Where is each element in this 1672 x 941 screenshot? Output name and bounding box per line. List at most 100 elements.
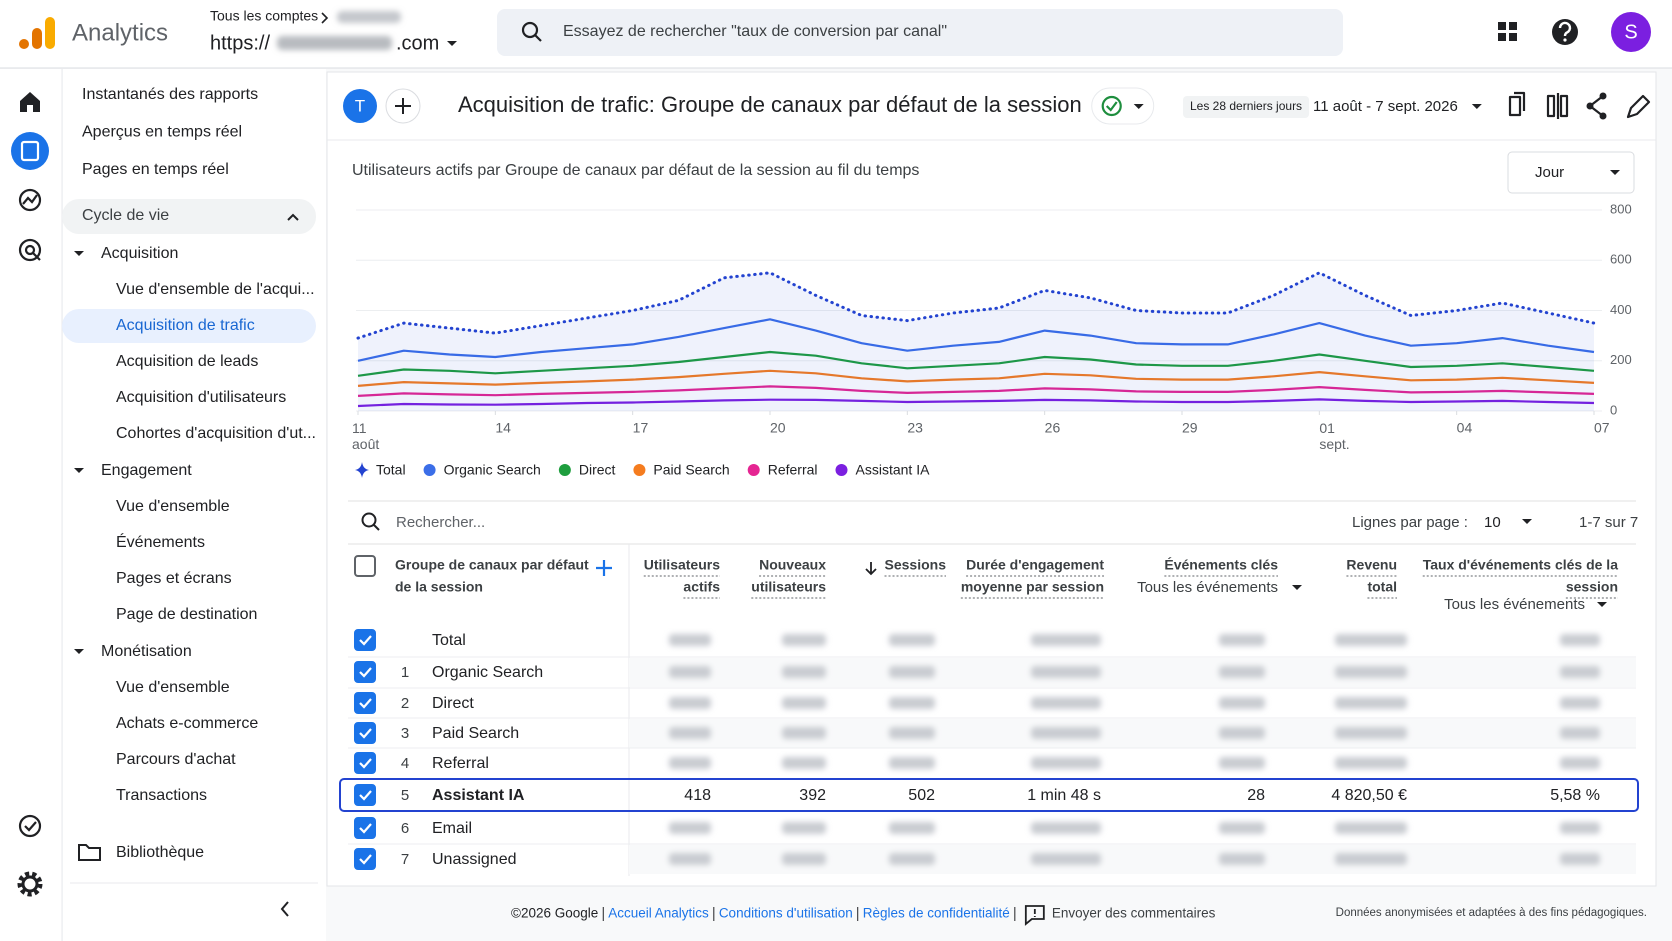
- rows-per-page-value[interactable]: 10: [1484, 514, 1501, 531]
- checkbox[interactable]: [354, 661, 376, 683]
- column-header[interactable]: Groupe de canaux par défaut: [395, 557, 589, 573]
- row-name[interactable]: Referral: [432, 755, 489, 772]
- column-header[interactable]: total: [1367, 579, 1397, 595]
- nav-caret[interactable]: [74, 251, 84, 256]
- column-header[interactable]: Revenu: [1346, 557, 1397, 573]
- column-header[interactable]: Utilisateurs: [644, 557, 720, 573]
- row-name[interactable]: Organic Search: [432, 664, 543, 681]
- nav-item[interactable]: Transactions: [116, 787, 207, 804]
- row-name[interactable]: Direct: [432, 695, 474, 712]
- nav-item[interactable]: Instantanés des rapports: [82, 86, 258, 103]
- legend-label[interactable]: Organic Search: [444, 462, 541, 478]
- date-range[interactable]: 11 août - 7 sept. 2026: [1313, 98, 1458, 115]
- legend-label[interactable]: Paid Search: [653, 462, 729, 478]
- nav-item[interactable]: Aperçus en temps réel: [82, 124, 242, 141]
- compare-badge[interactable]: [343, 89, 377, 123]
- nav-library[interactable]: Bibliothèque: [116, 844, 204, 861]
- nav-item[interactable]: Vue d'ensemble: [116, 498, 230, 515]
- help-icon[interactable]: [1552, 19, 1578, 45]
- nav-item[interactable]: Acquisition de leads: [116, 353, 258, 370]
- column-filter[interactable]: Tous les événements: [1137, 579, 1278, 596]
- nav-item[interactable]: Pages et écrans: [116, 570, 232, 587]
- nav-item[interactable]: Parcours d'achat: [116, 751, 236, 768]
- legend-label[interactable]: Total: [376, 462, 406, 478]
- nav-item[interactable]: Pages en temps réel: [82, 161, 229, 178]
- nav-group-chevron[interactable]: [287, 213, 299, 221]
- nav-item[interactable]: Vue d'ensemble: [116, 679, 230, 696]
- property-dropdown[interactable]: [447, 41, 457, 46]
- nav-caret[interactable]: [74, 649, 84, 654]
- checkbox[interactable]: [354, 692, 376, 714]
- footer-feedback[interactable]: Envoyer des commentaires: [1052, 906, 1216, 921]
- nav-item[interactable]: Cohortes d'acquisition d'ut...: [116, 425, 316, 442]
- checkbox[interactable]: [354, 784, 376, 806]
- explore-icon[interactable]: [18, 188, 42, 212]
- export-icon[interactable]: [1508, 91, 1526, 117]
- admin-check-icon[interactable]: [18, 814, 42, 838]
- column-header[interactable]: Événements clés: [1164, 557, 1278, 573]
- checkbox[interactable]: [354, 817, 376, 839]
- row-name[interactable]: Email: [432, 820, 472, 837]
- compare-badge-letter[interactable]: T: [355, 96, 365, 115]
- row-name[interactable]: Assistant IA: [432, 787, 525, 804]
- edit-icon[interactable]: [1626, 94, 1651, 119]
- settings-icon[interactable]: [17, 871, 43, 897]
- row-name[interactable]: Total: [432, 632, 466, 649]
- home-icon[interactable]: [20, 92, 40, 112]
- column-header[interactable]: de la session: [395, 579, 483, 595]
- apps-icon[interactable]: [1498, 22, 1517, 41]
- footer-link[interactable]: Conditions d'utilisation: [719, 906, 853, 921]
- column-header[interactable]: Nouveaux: [759, 557, 826, 573]
- row-name[interactable]: Paid Search: [432, 725, 519, 742]
- column-header[interactable]: session: [1566, 579, 1618, 595]
- date-caret[interactable]: [1471, 104, 1482, 109]
- nav-section[interactable]: Engagement: [101, 462, 192, 479]
- add-dimension[interactable]: [596, 560, 612, 576]
- avatar-circle[interactable]: [1611, 12, 1651, 52]
- column-header[interactable]: actifs: [683, 579, 720, 595]
- row-name[interactable]: Unassigned: [432, 851, 517, 868]
- filter-caret[interactable]: [1597, 602, 1607, 607]
- checkbox[interactable]: [354, 555, 376, 577]
- legend-label[interactable]: Assistant IA: [856, 462, 931, 478]
- nav-item[interactable]: Vue d'ensemble de l'acqui...: [116, 281, 315, 298]
- column-header[interactable]: Sessions: [885, 557, 947, 573]
- table-search[interactable]: Rechercher...: [396, 514, 485, 531]
- reports-icon-bg[interactable]: [11, 132, 49, 170]
- granularity-select[interactable]: [1507, 151, 1635, 194]
- sort-arrow[interactable]: [865, 562, 877, 576]
- checkbox[interactable]: [354, 629, 376, 651]
- status-pill[interactable]: [1091, 87, 1155, 125]
- granularity-value[interactable]: Jour: [1535, 164, 1564, 181]
- filter-caret[interactable]: [1292, 585, 1302, 590]
- status-caret[interactable]: [1133, 104, 1144, 109]
- legend-label[interactable]: Referral: [768, 462, 818, 478]
- nav-section[interactable]: Monétisation: [101, 643, 192, 660]
- legend-label[interactable]: Direct: [579, 462, 616, 478]
- advertising-icon[interactable]: [18, 238, 42, 262]
- column-header[interactable]: Taux d'événements clés de la: [1423, 557, 1618, 573]
- nav-item[interactable]: Achats e-commerce: [116, 715, 258, 732]
- feedback-icon[interactable]: [1024, 905, 1045, 926]
- nav-section[interactable]: Acquisition: [101, 245, 178, 262]
- footer-link[interactable]: Règles de confidentialité: [863, 906, 1010, 921]
- compare-icon[interactable]: [1546, 93, 1569, 119]
- column-filter[interactable]: Tous les événements: [1444, 596, 1585, 613]
- account-label[interactable]: Tous les comptes: [210, 8, 318, 24]
- checkbox[interactable]: [354, 848, 376, 870]
- column-header[interactable]: utilisateurs: [751, 579, 826, 595]
- nav-item[interactable]: Acquisition d'utilisateurs: [116, 389, 286, 406]
- search-placeholder[interactable]: Essayez de rechercher "taux de conversio…: [563, 23, 947, 40]
- nav-item[interactable]: Acquisition de trafic: [116, 317, 255, 334]
- collapse-nav[interactable]: [280, 901, 289, 917]
- column-header[interactable]: Durée d'engagement: [966, 557, 1104, 573]
- checkbox[interactable]: [354, 752, 376, 774]
- footer-link[interactable]: Accueil Analytics: [608, 906, 709, 921]
- nav-item[interactable]: Événements: [116, 532, 205, 551]
- rows-per-page-caret[interactable]: [1522, 519, 1532, 524]
- nav-caret[interactable]: [74, 468, 84, 473]
- nav-item[interactable]: Page de destination: [116, 606, 257, 623]
- search-box[interactable]: [497, 9, 1343, 56]
- checkbox[interactable]: [354, 722, 376, 744]
- avatar-letter[interactable]: S: [1624, 21, 1637, 43]
